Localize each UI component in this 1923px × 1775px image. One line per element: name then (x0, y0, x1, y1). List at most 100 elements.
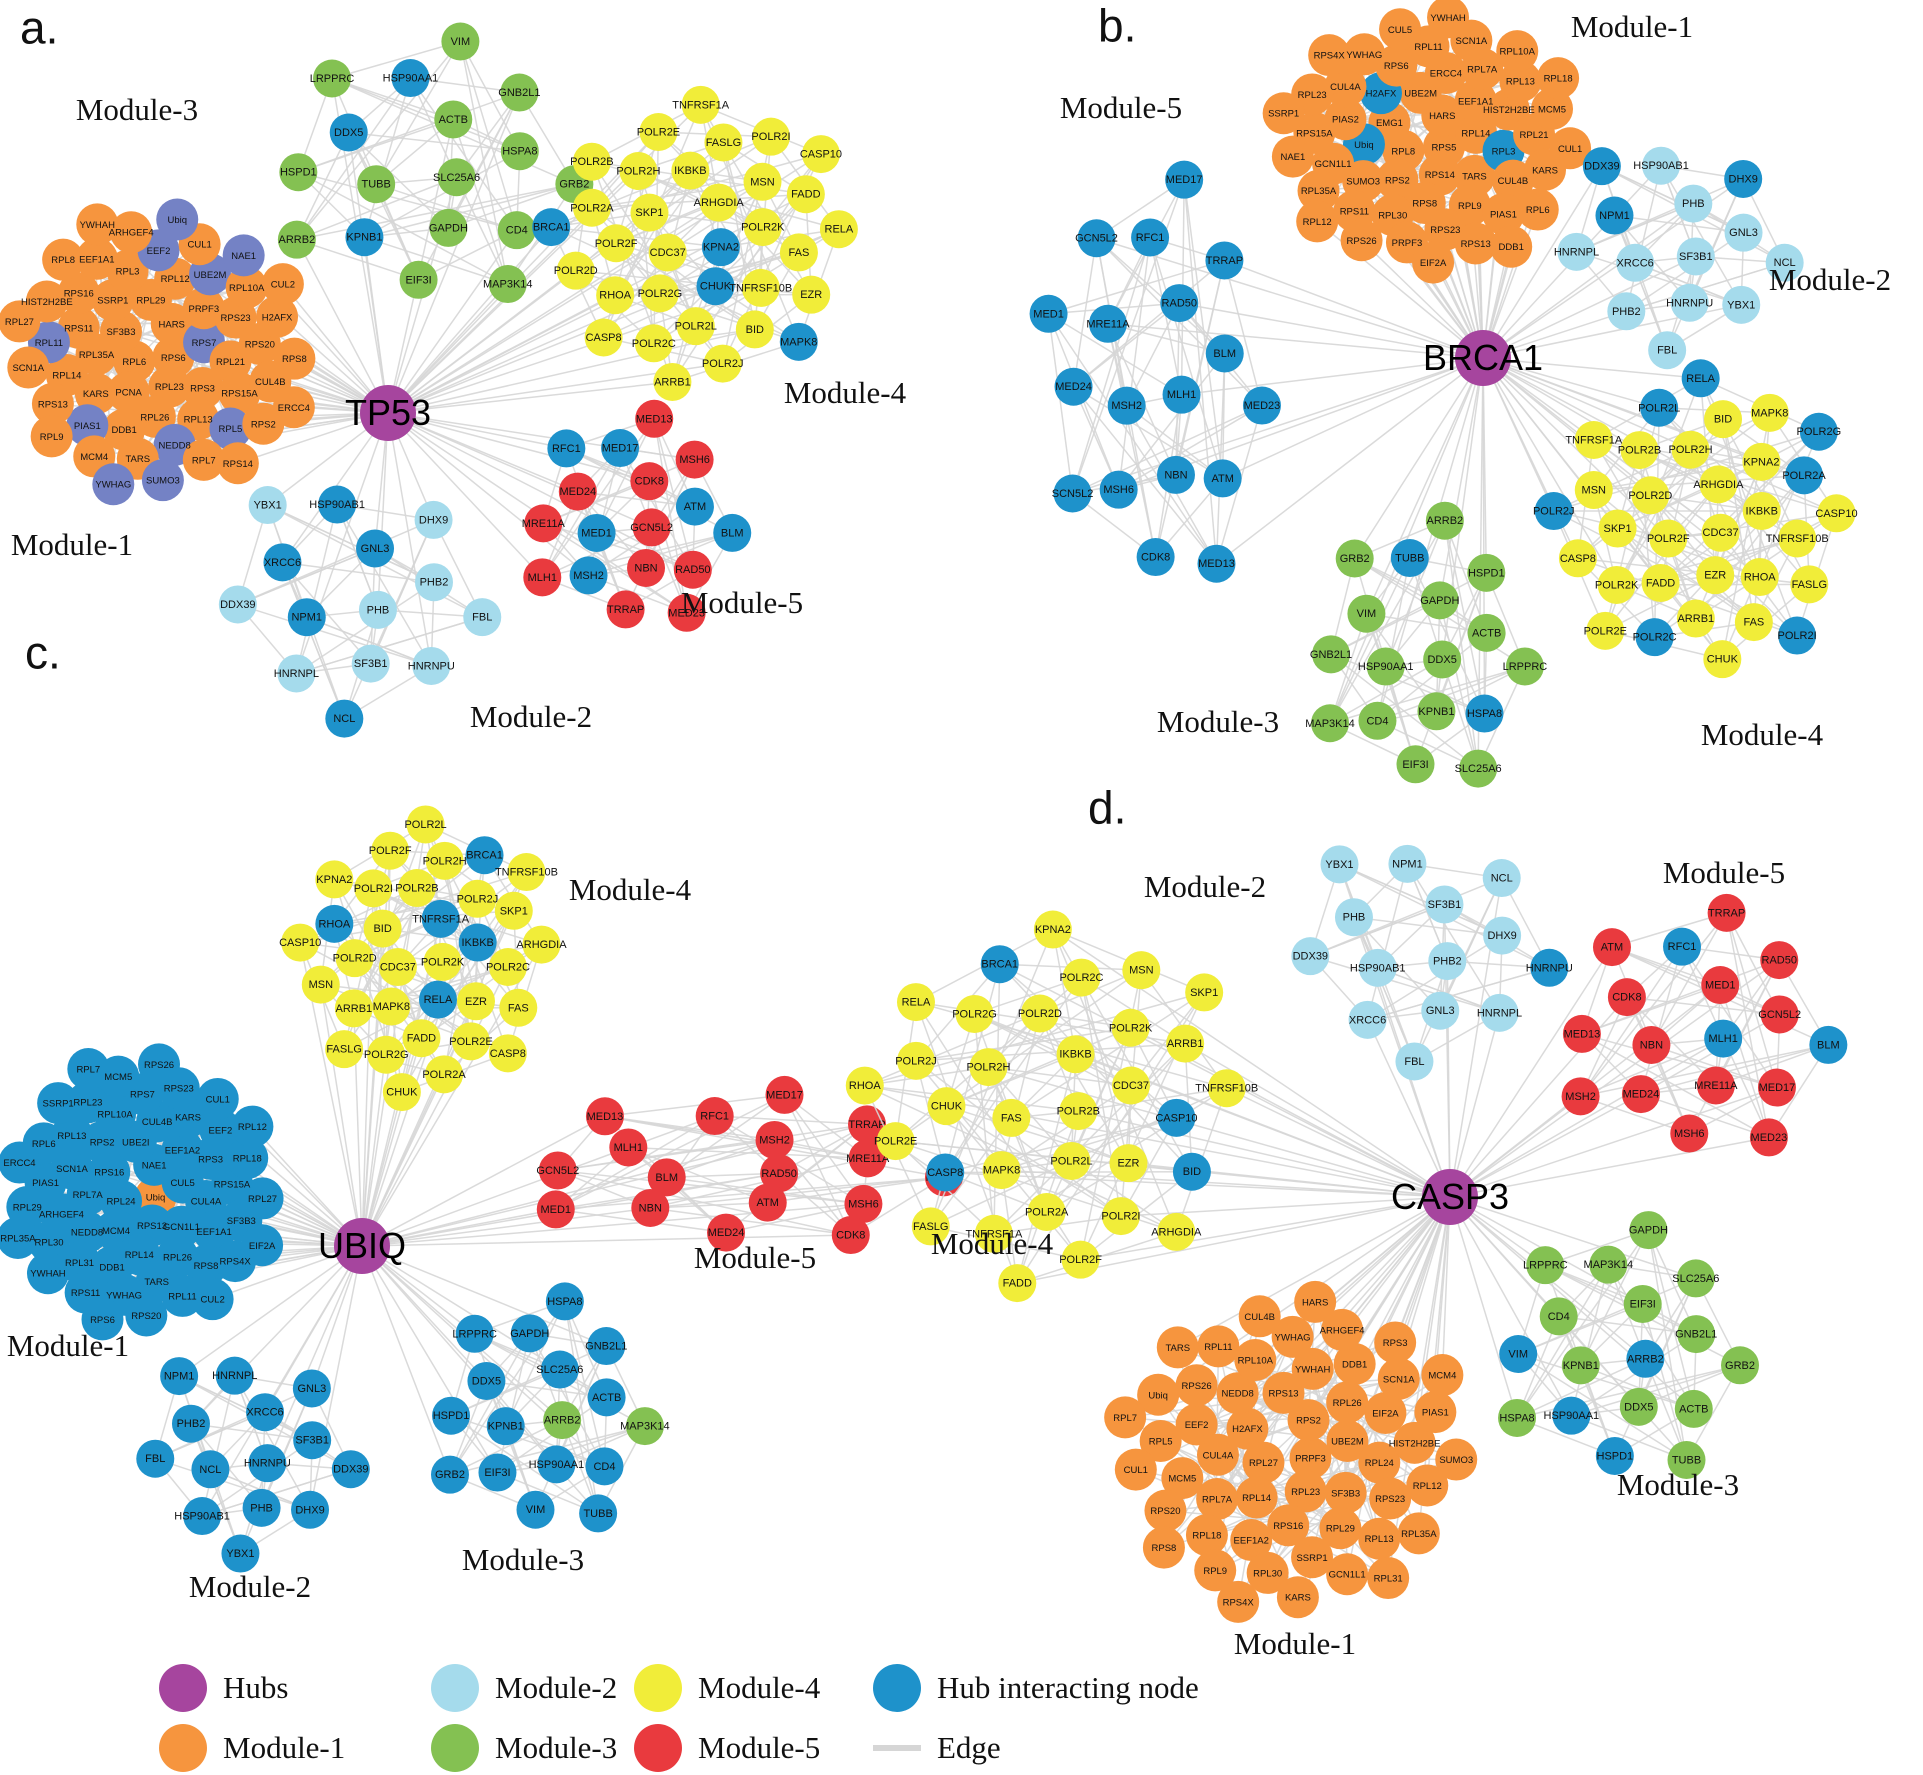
edge (1217, 1454, 1341, 1529)
protein-node-vim (441, 22, 480, 61)
protein-node-eif2a (1412, 241, 1455, 284)
protein-node-polr2c (1635, 618, 1674, 657)
protein-node-label: ATM (1601, 942, 1623, 954)
protein-node-hspd1 (1595, 1436, 1634, 1475)
protein-node-arhgef4 (110, 211, 153, 254)
protein-node-label: SKP1 (635, 207, 663, 219)
protein-node-polr2d (1631, 476, 1670, 515)
protein-node-label: DDB1 (1342, 1359, 1367, 1370)
protein-node-label: RPS20 (1150, 1506, 1180, 1517)
protein-node-label: NBN (1164, 469, 1187, 481)
edge (1010, 991, 1205, 1119)
edge-hub (1482, 203, 1694, 359)
edge (650, 1201, 768, 1209)
protein-node-label: MLH1 (528, 572, 557, 584)
protein-node-label: POLR2G (1797, 426, 1842, 438)
protein-node-label: NCL (333, 713, 355, 725)
protein-node-label: MSH6 (679, 454, 710, 466)
edge (409, 77, 518, 231)
protein-node-label: ARRB2 (1427, 515, 1464, 527)
edge (604, 1115, 775, 1141)
protein-node-rfc1 (547, 429, 586, 468)
edge (1725, 912, 1770, 1138)
protein-node-label: CD4 (506, 225, 528, 237)
protein-node-label: HSPD1 (1597, 1450, 1634, 1462)
protein-node-polr2b (1059, 1092, 1098, 1131)
protein-node-casp8 (584, 318, 623, 357)
edge-hub (1449, 946, 1613, 1198)
legend-label-hubs: Hubs (223, 1670, 288, 1705)
protein-node-faslg (704, 123, 743, 162)
protein-node-label: RPL14 (52, 371, 81, 382)
protein-node-label: GCN1L1 (1329, 1570, 1366, 1581)
edge-hub (387, 381, 673, 414)
protein-node-label: KPNA2 (1743, 456, 1779, 468)
protein-node-med23 (1242, 386, 1281, 425)
protein-node-label: TUBB (1672, 1454, 1701, 1466)
protein-node-label: RPS11 (64, 323, 93, 334)
protein-node-gnb2l1 (500, 73, 539, 112)
protein-node-rad50 (1160, 284, 1199, 323)
protein-node-phb2 (414, 563, 453, 602)
edge (455, 176, 509, 285)
protein-node-casp8 (1558, 539, 1597, 578)
protein-node-rpl7 (67, 1048, 110, 1091)
protein-node-rpl10a (1234, 1338, 1277, 1381)
protein-node-label: BLM (721, 527, 744, 539)
protein-node-label: RPL18 (1544, 74, 1573, 85)
protein-node-label: FASLG (326, 1044, 361, 1056)
protein-node-vim (516, 1490, 555, 1529)
protein-node-ercc4 (0, 1141, 41, 1184)
protein-node-label: SSRP1 (1268, 109, 1299, 120)
protein-node-label: MAP3K14 (1584, 1259, 1634, 1271)
protein-node-eif3i (1396, 745, 1435, 784)
protein-node-npm1 (1595, 196, 1634, 235)
protein-node-label: RPL10A (97, 1109, 133, 1120)
protein-node-label: RPL24 (1365, 1458, 1394, 1469)
protein-node-label: HNRNPL (1554, 246, 1599, 258)
protein-node-label: HIST2H2BE (1483, 105, 1535, 116)
protein-node-label: KPNA2 (703, 242, 739, 254)
edge-hub (387, 412, 590, 576)
protein-node-tubb (579, 1494, 618, 1533)
protein-node-label: CUL5 (171, 1178, 195, 1189)
module-caption-module-2: Module-2 (470, 699, 592, 734)
edge (354, 957, 472, 1042)
protein-node-label: POLR2E (637, 126, 680, 138)
edge (1046, 1043, 1186, 1213)
protein-node-chuk (382, 1073, 421, 1112)
protein-node-label: POLR2J (457, 893, 499, 905)
protein-node-hspd1 (279, 153, 318, 192)
protein-node-label: POLR2E (874, 1136, 917, 1148)
protein-node-gapdh (1629, 1211, 1668, 1250)
protein-node-label: RPL35A (79, 350, 115, 361)
protein-node-label: POLR2H (616, 165, 660, 177)
module-caption-module-2: Module-2 (1144, 869, 1266, 904)
protein-node-label: POLR2B (395, 883, 438, 895)
protein-node-label: HSPA8 (1467, 708, 1502, 720)
protein-node-label: TNFRSF1A (965, 1228, 1023, 1240)
protein-node-eef1a1 (75, 237, 118, 280)
protein-node-med17 (1757, 1068, 1796, 1107)
protein-node-label: RPL24 (107, 1197, 136, 1208)
edge-hub (1177, 1196, 1451, 1349)
protein-node-grb2 (1335, 539, 1374, 578)
protein-node-med13 (1562, 1014, 1601, 1053)
edge (1604, 483, 1719, 632)
protein-node-cd4 (1358, 701, 1397, 740)
protein-node-polr2d (1020, 994, 1059, 1033)
protein-node-label: EIF2A (249, 1241, 276, 1252)
protein-node-label: PHB (1343, 912, 1366, 924)
protein-node-label: HNRNPL (274, 668, 319, 680)
protein-node-trrap (1205, 241, 1244, 280)
protein-node-label: FAS (789, 247, 810, 259)
edge-hub (1078, 1110, 1451, 1198)
legend-label-module-3: Module-3 (495, 1730, 617, 1765)
protein-node-label: EEF2 (208, 1125, 232, 1136)
edge-hub (361, 1245, 451, 1475)
edge-hub (387, 412, 695, 461)
protein-node-fas (499, 988, 538, 1027)
protein-node-label: MAP3K14 (483, 279, 533, 291)
protein-node-label: BRCA1 (533, 222, 570, 234)
protein-node-label: POLR2B (570, 156, 613, 168)
